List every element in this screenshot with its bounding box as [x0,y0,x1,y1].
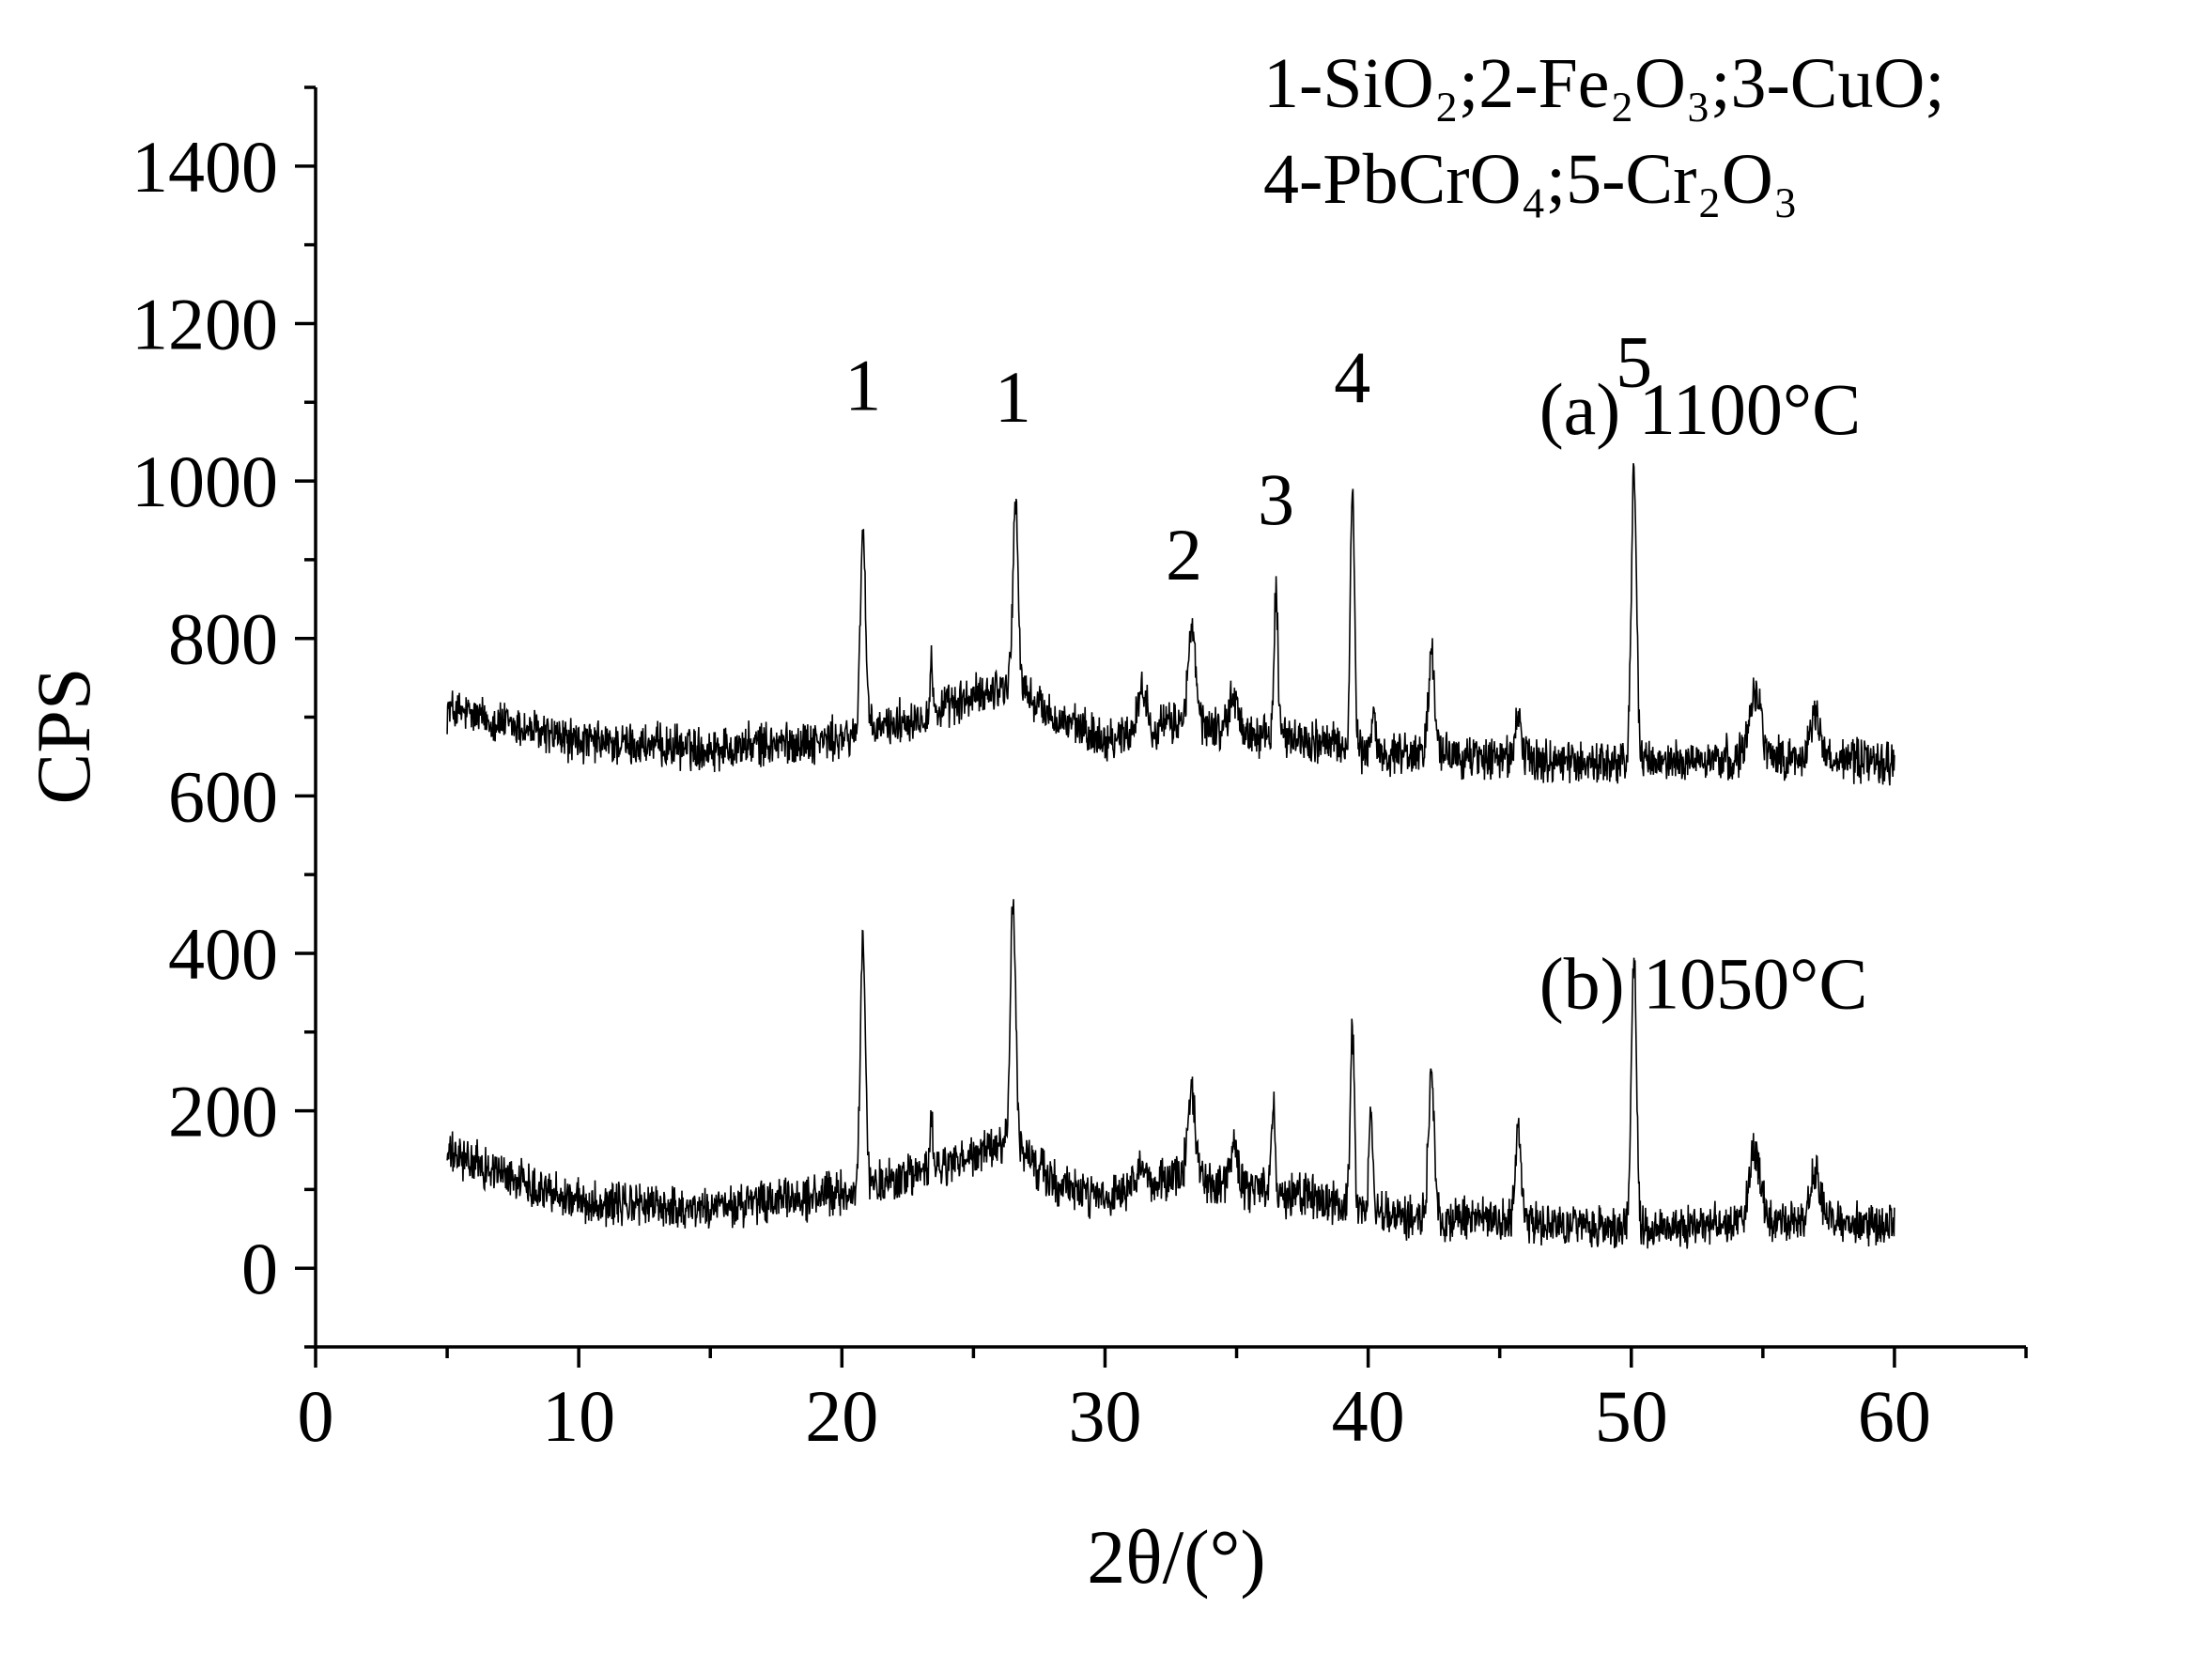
axes: 0 10 20 30 40 50 6002004006008001000120014002θ… [21,85,2028,1600]
legend: 1-SiO₂;2-Fe₂O₃;3-CuO; 4-PbCrO₄;5-Cr₂O₃ [1263,44,1945,219]
x-tick-label: 0 [298,1375,334,1457]
y-tick-label: 1400 [131,126,278,208]
x-tick-label: 20 [805,1375,878,1457]
y-tick-label: 200 [168,1071,278,1152]
peak-label: 2 [1166,514,1202,595]
y-tick-label: 1000 [131,441,278,522]
y-axis-title: CPS [21,668,106,805]
peak-label: 1 [995,356,1031,438]
peak-label: 3 [1258,458,1294,540]
y-tick-label: 0 [241,1228,278,1309]
x-tick-label: 50 [1595,1375,1668,1457]
series-line-0 [446,463,1895,786]
series-label-0: (a) 1100°C [1539,368,1861,450]
x-tick-label: 40 [1332,1375,1405,1457]
peak-label: 5 [1616,320,1652,402]
series-label-1: (b) 1050°C [1539,943,1868,1025]
y-tick-label: 1200 [131,283,278,364]
legend-line-0: 1-SiO₂;2-Fe₂O₃;3-CuO; [1263,44,1945,123]
y-tick-label: 600 [168,755,278,837]
legend-line-1: 4-PbCrO₄;5-Cr₂O₃ [1263,140,1798,219]
peak-label: 1 [844,345,881,426]
peak-label: 4 [1334,336,1370,418]
y-tick-label: 400 [168,913,278,995]
labels-layer: (a) 1100°C 1 1 234 5 (b) 1050°C [844,320,1867,1024]
x-tick-label: 10 [542,1375,615,1457]
series-layer [446,463,1895,1249]
x-tick-label: 60 [1858,1375,1931,1457]
x-tick-label: 30 [1068,1375,1141,1457]
x-axis-title: 2θ/(°) [1087,1514,1265,1600]
series-line-1 [446,899,1895,1249]
y-tick-label: 800 [168,598,278,680]
